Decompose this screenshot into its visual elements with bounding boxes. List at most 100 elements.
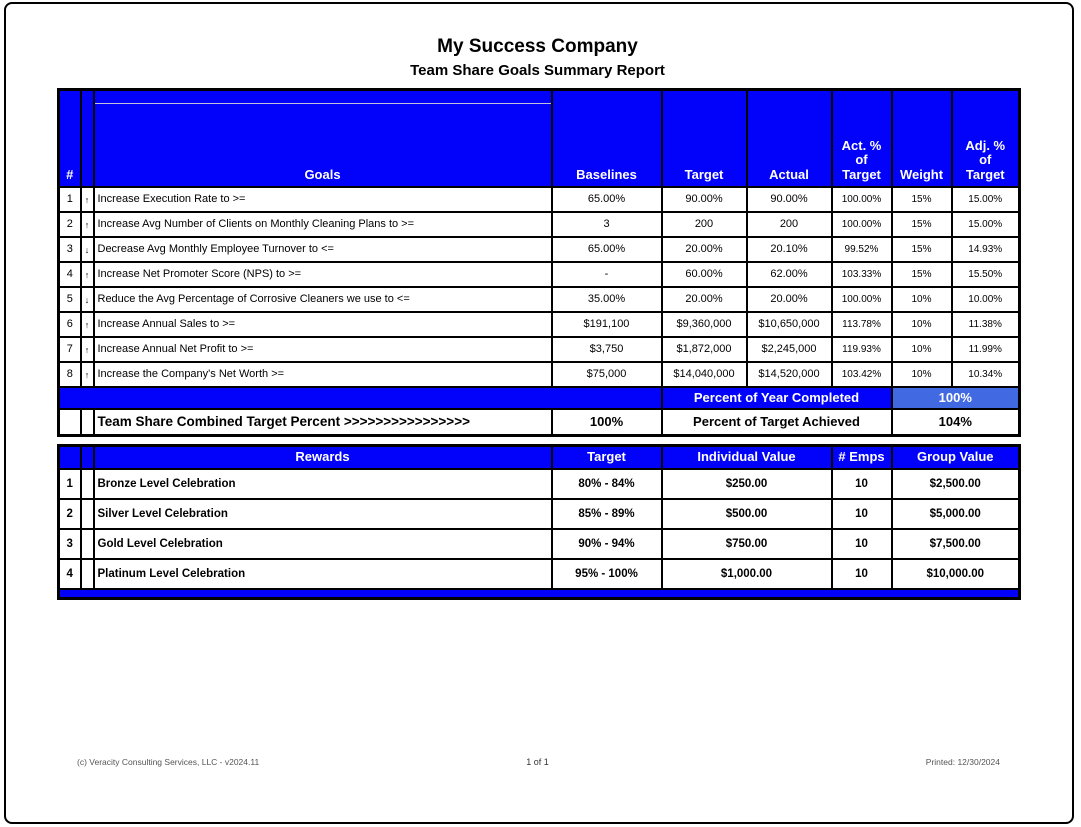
goal-direction-cell: ↑ xyxy=(79,210,95,238)
goal-weight: 10% xyxy=(890,360,953,388)
goal-weight: 10% xyxy=(890,285,953,313)
goal-weight: 15% xyxy=(890,260,953,288)
goal-description: Increase Net Promoter Score (NPS) to >= xyxy=(92,260,553,288)
table-footer-bar xyxy=(57,587,1021,600)
header-adj-pct: Adj. % of Target xyxy=(950,88,1021,188)
goal-number: 7 xyxy=(57,335,82,363)
goal-act-pct: 100.00% xyxy=(830,285,893,313)
reward-spacer-cell xyxy=(79,527,95,560)
goal-row: 4 ↑ Increase Net Promoter Score (NPS) to… xyxy=(57,260,1021,288)
header-actual: Actual xyxy=(745,88,833,188)
goal-baseline: 3 xyxy=(550,210,663,238)
goal-weight: 15% xyxy=(890,185,953,213)
reward-row: 2 Silver Level Celebration 85% - 89% $50… xyxy=(57,497,1021,530)
report-company-title: My Success Company xyxy=(437,36,638,57)
reward-num-emps: 10 xyxy=(830,527,893,560)
reward-target: 85% - 89% xyxy=(550,497,663,530)
reward-number: 4 xyxy=(57,557,82,590)
header-baselines: Baselines xyxy=(550,88,663,188)
up-arrow-icon: ↑ xyxy=(84,270,90,280)
header-act-pct: Act. % of Target xyxy=(830,88,893,188)
goal-number: 8 xyxy=(57,360,82,388)
goal-description: Increase Avg Number of Clients on Monthl… xyxy=(92,210,553,238)
goal-row: 7 ↑ Increase Annual Net Profit to >= $3,… xyxy=(57,335,1021,363)
goal-target: 60.00% xyxy=(660,260,748,288)
reward-individual-value: $1,000.00 xyxy=(660,557,833,590)
goal-number: 3 xyxy=(57,235,82,263)
year-completed-value: 100% xyxy=(890,385,1021,410)
goal-direction-cell: ↑ xyxy=(79,185,95,213)
header-num: # xyxy=(57,88,82,188)
year-completed-spacer xyxy=(57,385,663,410)
goal-adj-pct: 10.34% xyxy=(950,360,1021,388)
reward-number: 1 xyxy=(57,467,82,500)
combined-target-value: 100% xyxy=(550,407,663,437)
reward-group-value: $7,500.00 xyxy=(890,527,1021,560)
goal-act-pct: 100.00% xyxy=(830,210,893,238)
reward-num-emps: 10 xyxy=(830,557,893,590)
reward-num-emps: 10 xyxy=(830,467,893,500)
goal-actual: $2,245,000 xyxy=(745,335,833,363)
up-arrow-icon: ↑ xyxy=(84,320,90,330)
reward-name: Platinum Level Celebration xyxy=(92,557,553,590)
rewards-table: Rewards Target Individual Value # Emps G… xyxy=(57,444,1021,600)
footer-page-number: 1 of 1 xyxy=(526,757,549,767)
goal-target: 200 xyxy=(660,210,748,238)
up-arrow-icon: ↑ xyxy=(84,345,90,355)
goal-weight: 10% xyxy=(890,335,953,363)
goal-row: 1 ↑ Increase Execution Rate to >= 65.00%… xyxy=(57,185,1021,213)
goal-direction-cell: ↑ xyxy=(79,260,95,288)
header-divider-line xyxy=(94,103,551,104)
goal-actual: 20.10% xyxy=(745,235,833,263)
reward-number: 2 xyxy=(57,497,82,530)
goal-description: Increase Annual Sales to >= xyxy=(92,310,553,338)
goal-number: 6 xyxy=(57,310,82,338)
goal-baseline: - xyxy=(550,260,663,288)
goal-number: 2 xyxy=(57,210,82,238)
goal-description: Decrease Avg Monthly Employee Turnover t… xyxy=(92,235,553,263)
goal-row: 8 ↑ Increase the Company's Net Worth >= … xyxy=(57,360,1021,388)
goal-direction-cell: ↑ xyxy=(79,335,95,363)
goal-description: Increase the Company's Net Worth >= xyxy=(92,360,553,388)
goal-target: $1,872,000 xyxy=(660,335,748,363)
reward-spacer-cell xyxy=(79,497,95,530)
goal-actual: 62.00% xyxy=(745,260,833,288)
goal-direction-cell: ↑ xyxy=(79,310,95,338)
reward-target: 80% - 84% xyxy=(550,467,663,500)
page-footer: (c) Veracity Consulting Services, LLC - … xyxy=(57,757,1018,773)
rewards-header-row: Rewards Target Individual Value # Emps G… xyxy=(57,444,1021,470)
goal-target: 20.00% xyxy=(660,285,748,313)
year-completed-label: Percent of Year Completed xyxy=(660,385,893,410)
blue-bar xyxy=(57,587,1021,600)
reward-individual-value: $750.00 xyxy=(660,527,833,560)
goal-direction-cell: ↑ xyxy=(79,360,95,388)
up-arrow-icon: ↑ xyxy=(84,370,90,380)
goal-act-pct: 119.93% xyxy=(830,335,893,363)
footer-printed-date: Printed: 12/30/2024 xyxy=(925,757,1000,767)
reward-group-value: $2,500.00 xyxy=(890,467,1021,500)
reward-spacer-cell xyxy=(79,467,95,500)
goal-row: 3 ↓ Decrease Avg Monthly Employee Turnov… xyxy=(57,235,1021,263)
rewards-header-num xyxy=(57,444,82,470)
goal-number: 1 xyxy=(57,185,82,213)
goal-actual: 90.00% xyxy=(745,185,833,213)
goal-adj-pct: 10.00% xyxy=(950,285,1021,313)
goal-target: 20.00% xyxy=(660,235,748,263)
reward-row: 1 Bronze Level Celebration 80% - 84% $25… xyxy=(57,467,1021,500)
goal-row: 5 ↓ Reduce the Avg Percentage of Corrosi… xyxy=(57,285,1021,313)
goal-number: 5 xyxy=(57,285,82,313)
up-arrow-icon: ↑ xyxy=(84,195,90,205)
reward-individual-value: $500.00 xyxy=(660,497,833,530)
header-indicator xyxy=(79,88,95,188)
header-goals: Goals xyxy=(92,88,553,188)
goal-row: 2 ↑ Increase Avg Number of Clients on Mo… xyxy=(57,210,1021,238)
reward-num-emps: 10 xyxy=(830,497,893,530)
combined-target-row: Team Share Combined Target Percent >>>>>… xyxy=(57,407,1021,437)
goal-weight: 15% xyxy=(890,210,953,238)
goal-target: $9,360,000 xyxy=(660,310,748,338)
goals-header-row: # Goals Baselines Target Actual Act. % o… xyxy=(57,88,1021,188)
reward-group-value: $5,000.00 xyxy=(890,497,1021,530)
goal-act-pct: 100.00% xyxy=(830,185,893,213)
reward-name: Bronze Level Celebration xyxy=(92,467,553,500)
reward-row: 3 Gold Level Celebration 90% - 94% $750.… xyxy=(57,527,1021,560)
